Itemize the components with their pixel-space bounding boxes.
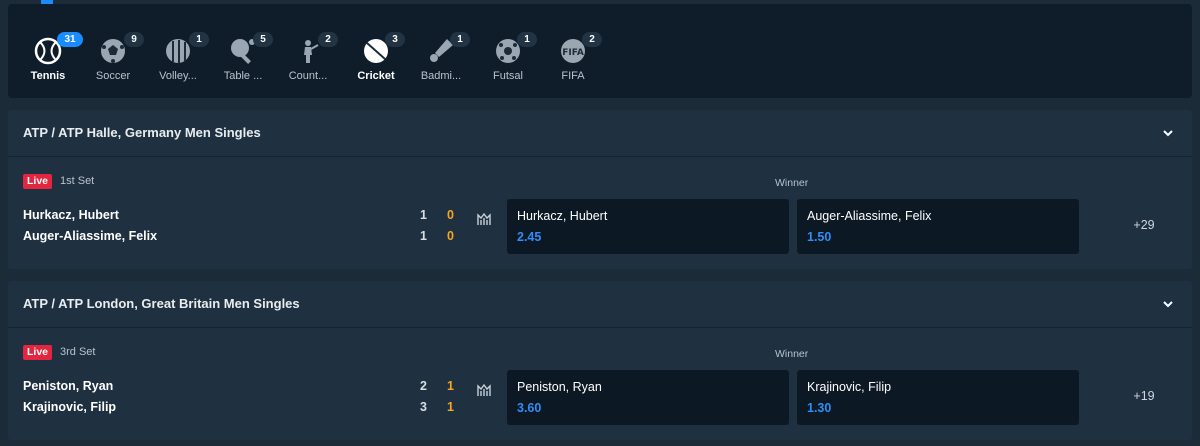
sport-tab-volleyball[interactable]: 1 Volley... (143, 30, 213, 90)
odds-selection: Auger-Aliassime, Felix (807, 209, 932, 223)
game-score: 0 (447, 229, 454, 243)
team-away[interactable]: Auger-Aliassime, Felix (23, 229, 158, 243)
event-card: ATP / ATP London, Great Britain Men Sing… (8, 281, 1192, 440)
odds-price: 1.30 (807, 401, 832, 415)
set-score: 1 (420, 208, 427, 222)
tennis-ball-icon (34, 37, 62, 65)
soldier-icon (304, 40, 319, 63)
volleyball-icon (166, 39, 190, 63)
sport-label: Count... (288, 70, 328, 82)
market-label: Winner (775, 348, 809, 360)
event-card: ATP / ATP Halle, Germany Men Singles Liv… (8, 110, 1192, 269)
more-markets-button[interactable]: +29 (1133, 218, 1155, 232)
sport-count-badge: 2 (318, 32, 338, 47)
odds-button[interactable]: Krajinovic, Filip 1.30 (797, 370, 1079, 425)
team-home[interactable]: Hurkacz, Hubert (23, 208, 119, 222)
sport-label: Table ... (223, 70, 263, 82)
sport-count-badge: 31 (57, 32, 83, 47)
set-score: 1 (420, 229, 427, 243)
game-score: 1 (447, 379, 454, 393)
sport-count-badge: 3 (385, 32, 405, 47)
odds-price: 3.60 (517, 401, 542, 415)
chevron-down-icon[interactable] (1162, 298, 1174, 310)
team-home[interactable]: Peniston, Ryan (23, 379, 114, 393)
odds-price: 1.50 (807, 230, 832, 244)
sport-count-badge: 1 (189, 32, 209, 47)
sport-count-badge: 9 (124, 32, 144, 47)
sport-label: Futsal (493, 70, 523, 82)
match-period: 1st Set (60, 175, 95, 187)
game-score: 1 (447, 400, 454, 414)
shuttlecock-icon (430, 39, 453, 62)
odds-selection: Peniston, Ryan (517, 380, 602, 394)
sport-tab-fifa[interactable]: FIFA 2 FIFA (538, 30, 608, 90)
set-score: 3 (420, 400, 427, 414)
sport-tab-tennis[interactable]: 31 Tennis (13, 30, 83, 90)
stats-icon[interactable] (477, 383, 491, 397)
more-markets-button[interactable]: +19 (1133, 389, 1155, 403)
match-period: 3rd Set (60, 346, 96, 358)
league-title: ATP / ATP London, Great Britain Men Sing… (23, 296, 300, 311)
sport-tab-counter-strike[interactable]: 2 Count... (273, 30, 343, 90)
set-score: 2 (420, 379, 427, 393)
league-header[interactable]: ATP / ATP Halle, Germany Men Singles (8, 110, 1192, 157)
live-badge: Live (23, 345, 53, 360)
sport-count-badge: 1 (517, 32, 537, 47)
stats-icon[interactable] (477, 212, 491, 226)
sport-count-badge: 5 (253, 32, 273, 47)
svg-text:FIFA: FIFA (562, 48, 584, 58)
sport-label: Cricket (357, 70, 395, 82)
sport-count-badge: 1 (450, 32, 470, 47)
event-row[interactable]: Live 1st Set Winner Hurkacz, Hubert Auge… (8, 157, 1192, 269)
sport-label: Tennis (30, 70, 66, 82)
chevron-down-icon[interactable] (1162, 127, 1174, 139)
team-away[interactable]: Krajinovic, Filip (23, 400, 117, 414)
sport-count-badge: 2 (582, 32, 602, 47)
cricket-ball-icon (364, 39, 388, 63)
fifa-icon: FIFA (561, 39, 585, 63)
odds-button[interactable]: Hurkacz, Hubert 2.45 (507, 199, 789, 254)
odds-button[interactable]: Auger-Aliassime, Felix 1.50 (797, 199, 1079, 254)
soccer-ball-icon (101, 39, 125, 63)
league-title: ATP / ATP Halle, Germany Men Singles (23, 125, 261, 140)
sport-tab-futsal[interactable]: 1 Futsal (473, 30, 543, 90)
sport-label: Badmi... (420, 70, 462, 82)
sport-label: Volley... (159, 70, 197, 82)
sport-tab-cricket[interactable]: 3 Cricket (341, 30, 411, 90)
sport-tab-table-tennis[interactable]: 5 Table ... (208, 30, 278, 90)
futsal-ball-icon (496, 39, 520, 63)
odds-button[interactable]: Peniston, Ryan 3.60 (507, 370, 789, 425)
odds-price: 2.45 (517, 230, 542, 244)
sport-label: FIFA (561, 70, 585, 82)
sport-label: Soccer (95, 70, 131, 82)
sports-category-bar: 31 Tennis 9 Soccer 1 Volley... 5 Table .… (8, 4, 1192, 98)
odds-selection: Krajinovic, Filip (807, 380, 892, 394)
league-header[interactable]: ATP / ATP London, Great Britain Men Sing… (8, 281, 1192, 328)
odds-selection: Hurkacz, Hubert (517, 209, 608, 223)
game-score: 0 (447, 208, 454, 222)
sport-tab-soccer[interactable]: 9 Soccer (78, 30, 148, 90)
live-badge: Live (23, 174, 53, 189)
market-label: Winner (775, 177, 809, 189)
event-row[interactable]: Live 3rd Set Winner Peniston, Ryan Kraji… (8, 328, 1192, 440)
sport-tab-badminton[interactable]: 1 Badmi... (406, 30, 476, 90)
